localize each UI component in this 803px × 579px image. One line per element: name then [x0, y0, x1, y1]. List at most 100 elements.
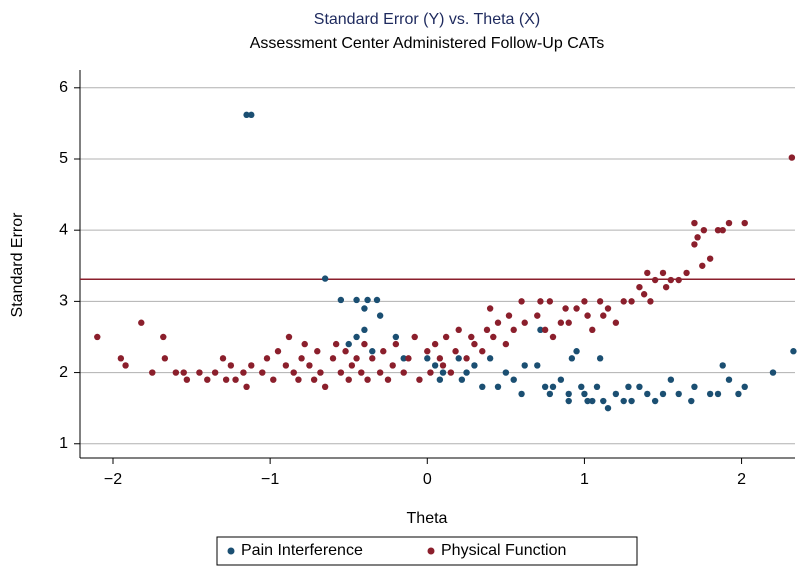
- data-point: [534, 312, 541, 319]
- y-tick-label: 4: [59, 221, 68, 238]
- data-point: [411, 333, 418, 341]
- data-point: [741, 383, 748, 391]
- data-point: [211, 369, 219, 376]
- data-point: [298, 355, 305, 362]
- data-point: [659, 269, 667, 277]
- data-point: [625, 383, 632, 391]
- legend-marker: [427, 547, 435, 555]
- data-point: [537, 326, 544, 334]
- data-point: [243, 111, 250, 119]
- legend-box: [216, 536, 638, 566]
- data-point: [510, 326, 517, 334]
- data-point: [447, 369, 455, 376]
- data-point: [628, 298, 635, 305]
- data-point: [593, 383, 601, 391]
- data-point: [361, 326, 368, 334]
- data-point: [546, 390, 554, 398]
- data-point: [578, 383, 585, 391]
- data-point: [490, 333, 497, 341]
- data-point: [183, 376, 191, 383]
- data-point: [321, 275, 329, 282]
- data-point: [568, 355, 576, 362]
- data-point: [353, 296, 360, 304]
- data-point: [581, 390, 588, 398]
- data-point: [392, 340, 400, 348]
- data-point: [117, 355, 125, 362]
- data-point: [431, 340, 439, 348]
- data-point: [675, 276, 682, 284]
- data-point: [384, 376, 392, 383]
- data-point: [180, 369, 187, 376]
- data-point: [741, 219, 748, 227]
- data-point: [389, 362, 396, 369]
- data-point: [376, 369, 384, 376]
- data-point: [337, 369, 345, 376]
- data-point: [321, 383, 329, 391]
- data-point: [248, 111, 255, 119]
- data-point: [584, 312, 591, 319]
- data-point: [486, 355, 494, 362]
- data-point: [452, 348, 459, 355]
- x-tick-label: 1: [580, 471, 589, 488]
- data-point: [549, 383, 557, 391]
- data-point: [479, 383, 486, 391]
- data-point: [714, 390, 722, 398]
- data-point: [719, 226, 726, 234]
- data-point: [248, 362, 255, 369]
- data-point: [600, 397, 607, 405]
- data-point: [295, 376, 302, 383]
- x-tick-label: −2: [104, 471, 122, 488]
- data-point: [600, 312, 607, 319]
- x-tick-label: 0: [423, 471, 432, 488]
- data-point: [725, 219, 733, 227]
- data-point: [463, 369, 470, 376]
- data-point: [222, 376, 230, 383]
- data-point: [589, 397, 596, 405]
- data-point: [604, 404, 612, 412]
- data-point: [160, 333, 167, 341]
- data-point: [612, 390, 620, 398]
- data-point: [122, 362, 129, 369]
- y-tick-label: 1: [59, 435, 68, 452]
- y-tick-label: 3: [59, 293, 68, 310]
- data-point: [694, 234, 701, 241]
- data-point: [541, 383, 549, 391]
- data-point: [714, 226, 722, 234]
- data-point: [534, 362, 541, 369]
- data-point: [232, 376, 239, 383]
- data-point: [537, 298, 544, 305]
- data-point: [502, 340, 510, 348]
- data-point: [644, 390, 651, 398]
- data-point: [345, 376, 352, 383]
- data-point: [358, 369, 365, 376]
- data-point: [479, 348, 486, 355]
- data-point: [345, 340, 352, 348]
- data-point: [699, 262, 706, 269]
- data-point: [353, 333, 360, 341]
- data-point: [505, 312, 513, 319]
- data-point: [549, 333, 557, 341]
- y-tick-label: 5: [59, 150, 68, 167]
- data-point: [518, 390, 525, 398]
- data-point: [604, 305, 612, 312]
- data-point: [565, 319, 572, 326]
- y-tick-label: 6: [59, 79, 68, 96]
- data-point: [204, 376, 211, 383]
- data-point: [565, 390, 572, 398]
- data-point: [662, 283, 670, 291]
- data-point: [463, 355, 470, 362]
- legend-marker: [227, 547, 235, 555]
- data-point: [651, 276, 659, 284]
- data-point: [667, 276, 675, 284]
- data-point: [314, 348, 321, 355]
- data-point: [596, 355, 604, 362]
- data-point: [494, 383, 502, 391]
- data-point: [620, 397, 627, 405]
- data-point: [620, 298, 627, 305]
- data-point: [259, 369, 266, 376]
- data-point: [270, 376, 277, 383]
- data-point: [596, 298, 604, 305]
- data-point: [688, 397, 695, 405]
- data-point: [373, 296, 381, 304]
- data-point: [651, 397, 659, 405]
